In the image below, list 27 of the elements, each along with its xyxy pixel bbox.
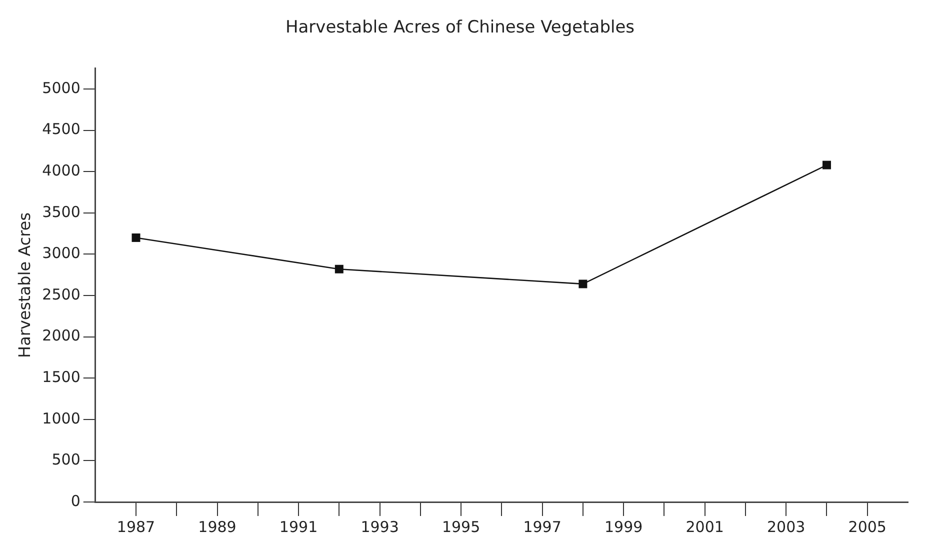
y-tick-label: 1000 [42,409,80,428]
y-axis-title: Harvestable Acres [14,212,34,358]
point [334,264,344,274]
x-tick-label: 1989 [198,518,236,536]
x-tick-label: 2001 [686,518,724,536]
y-tick-label: 1500 [42,368,80,386]
x-tick-label: 1991 [279,518,318,536]
point [578,280,588,288]
y-tick-label: 3000 [42,244,80,262]
x-tick-label: 1999 [604,518,643,536]
x-tick-label: 1987 [116,518,156,536]
y-tick-label: 5000 [42,78,80,97]
y-tick-label: 4500 [42,120,80,138]
y-tick-label: 2500 [42,285,80,304]
y-tick-label: 4000 [42,162,80,180]
x-tick-label: 1993 [360,518,399,536]
y-tick-label: 3500 [42,202,80,221]
chart-title: Harvestable Acres of Chinese Vegetables [285,18,635,38]
y-tick-label: 500 [52,450,80,469]
y-tick-label: 0 [70,492,80,510]
x-tick-label: 2003 [767,518,806,536]
point [132,233,140,242]
x-tick-label: 1995 [442,518,480,536]
x-tick-label: 1997 [523,518,562,536]
point [822,160,831,170]
x-tick-label: 2005 [848,518,886,536]
y-tick-label: 2000 [42,326,80,345]
